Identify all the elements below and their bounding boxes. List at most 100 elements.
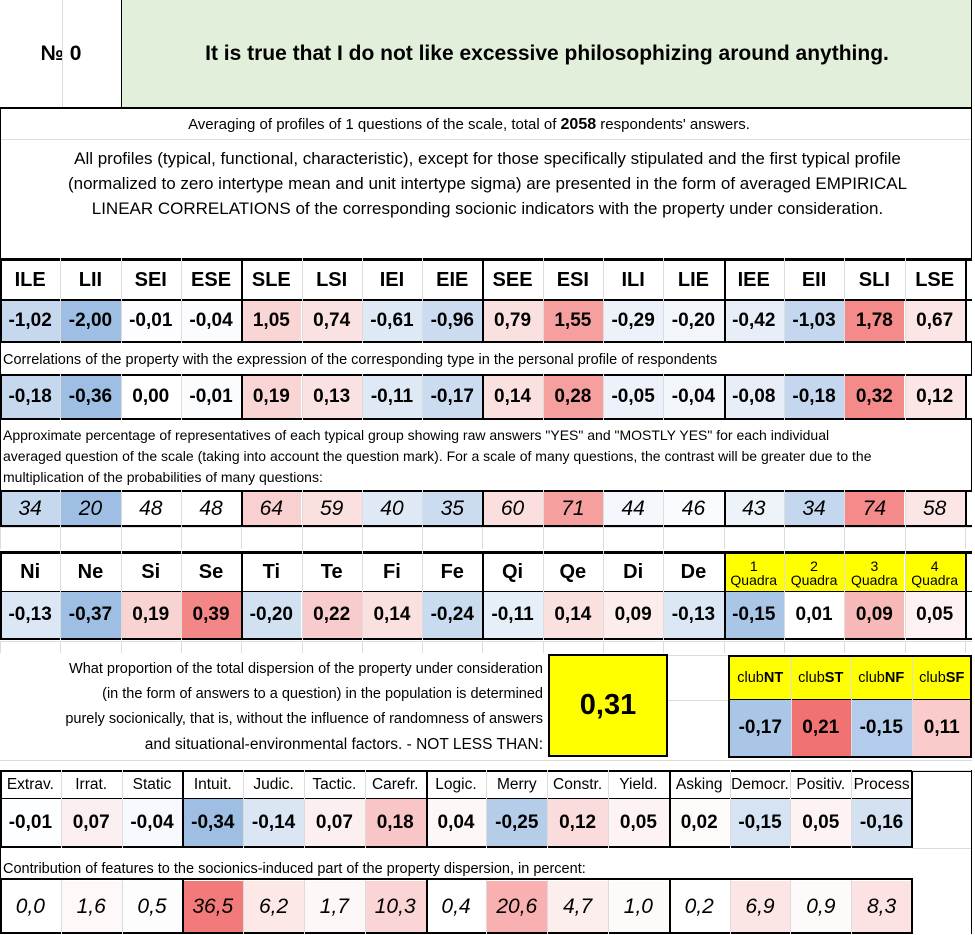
quadra-number: 2	[810, 557, 818, 574]
club-prefix: club	[919, 670, 946, 686]
typical-profile-cell: -2,00	[60, 300, 121, 341]
typical-profile-cell: -1,03	[783, 300, 845, 341]
type-header: SEE	[492, 269, 533, 291]
contribution-cell: 1,6	[60, 881, 122, 933]
function-header: Ti	[262, 561, 281, 583]
dispersion-note: What proportion of the total dispersion …	[0, 657, 543, 757]
dispersion-value-text: 0,31	[579, 689, 637, 721]
correlation-cell: -0,01	[180, 376, 242, 418]
percentage-cell: 60	[482, 491, 543, 526]
function-value-cell: 0,14	[542, 592, 603, 638]
feature-value-cell: 0,05	[608, 799, 669, 847]
typical-profile-cell: -0,96	[422, 300, 483, 341]
profiles-note: All profiles (typical, functional, chara…	[0, 146, 975, 221]
typical-profile-cell: 0,79	[482, 300, 543, 341]
function-header: Te	[320, 561, 343, 583]
type-header: SLE	[251, 269, 291, 291]
correlation-cell: 0,13	[301, 376, 362, 418]
function-header: Ni	[20, 561, 41, 583]
type-header: SEI	[134, 269, 167, 291]
quadra-word: Quadra	[850, 571, 898, 588]
feature-value-cell: 0,07	[304, 799, 365, 847]
correlation-cell: 0,14	[482, 376, 543, 418]
feature-value-cell: 0,04	[425, 799, 487, 847]
type-header: ILE	[14, 269, 46, 291]
percentage-cell: 71	[542, 491, 603, 526]
correlation-cell: -0,05	[603, 376, 664, 418]
quadra-number: 1	[749, 557, 758, 574]
club-value-cell: -0,17	[730, 700, 791, 756]
feature-header: Intuit.	[193, 776, 232, 793]
typical-profile-cell: -0,29	[603, 300, 664, 341]
typical-profile-cell: -0,01	[120, 300, 181, 341]
typical-profile-cell: 1,55	[542, 300, 603, 341]
club-prefix: club	[737, 670, 764, 686]
percentage-cell: 35	[422, 491, 483, 526]
correlation-cell: -0,04	[663, 376, 724, 418]
quadra-number: 3	[870, 557, 879, 574]
feature-header: Positiv.	[796, 776, 846, 793]
feature-header: Asking	[675, 776, 723, 793]
club-value-cell: -0,15	[851, 700, 912, 756]
function-header: Di	[623, 561, 644, 583]
question-number-label: № 0	[40, 42, 82, 65]
percentage-cell: 48	[180, 491, 242, 526]
feature-header: Tactic.	[312, 776, 357, 793]
function-value-cell: -0,13	[663, 592, 724, 638]
type-header: LSI	[316, 269, 348, 291]
correlation-cell: 0,00	[120, 376, 181, 418]
function-header: Fi	[383, 561, 401, 583]
averaging-text-post: respondents' answers.	[596, 116, 750, 133]
club-name: NF	[884, 670, 905, 686]
type-header: ESE	[191, 269, 232, 291]
percentage-cell: 43	[723, 491, 784, 526]
feature-value-cell: -0,14	[243, 799, 304, 847]
feature-header: Constr.	[553, 776, 603, 793]
feature-header: Process	[853, 776, 910, 793]
quadra-header: 3 Quadra	[844, 554, 905, 591]
feature-header: Judic.	[253, 776, 294, 793]
feature-header: Merry	[496, 776, 537, 793]
function-value-cell: -0,24	[422, 592, 483, 638]
contribution-cell: 0,4	[425, 881, 487, 933]
averaging-line: Averaging of profiles of 1 questions of …	[0, 112, 938, 138]
percentage-note-line3: multiplication of the probabilities of m…	[3, 469, 323, 485]
percentage-cell: 44	[603, 491, 664, 526]
dispersion-line3: purely socionically, that is, without th…	[65, 711, 543, 727]
function-header: Qi	[501, 561, 524, 583]
type-header: IEE	[737, 269, 770, 291]
type-header: ESI	[556, 269, 589, 291]
percentage-cell: 74	[844, 491, 905, 526]
typical-profile-cell: -0,20	[663, 300, 724, 341]
quadra-value-cell: 0,01	[783, 592, 845, 638]
club-name: ST	[824, 670, 844, 686]
feature-header: Democr.	[731, 776, 789, 793]
type-header: IEI	[379, 269, 405, 291]
percentage-cell: 59	[301, 491, 362, 526]
type-header: EIE	[436, 269, 469, 291]
feature-header: Static	[132, 776, 172, 793]
contribution-cell: 20,6	[486, 881, 548, 933]
correlation-cell: -0,36	[60, 376, 121, 418]
feature-header: Irrat.	[75, 776, 108, 793]
function-value-cell: -0,13	[0, 592, 61, 638]
contribution-cell: 36,5	[182, 881, 244, 933]
typical-profile-cell: -0,61	[361, 300, 423, 341]
feature-value-cell: 0,18	[364, 799, 426, 847]
dispersion-line2: (in the form of answers to a question) i…	[102, 686, 543, 702]
type-header: EII	[801, 269, 827, 291]
feature-header: Extrav.	[6, 776, 54, 793]
feature-header: Carefr.	[371, 776, 419, 793]
type-header: SLI	[858, 269, 890, 291]
averaging-text-pre: Averaging of profiles of 1 questions of …	[188, 116, 561, 133]
quadra-header: 1 Quadra	[723, 554, 784, 591]
contribution-cell: 10,3	[364, 881, 426, 933]
function-header: De	[680, 561, 707, 583]
profiles-note-line1: All profiles (typical, functional, chara…	[74, 149, 901, 168]
percentage-cell: 40	[361, 491, 423, 526]
contribution-note: Contribution of features to the socionic…	[3, 861, 586, 877]
contribution-cell: 8,3	[851, 881, 912, 933]
percentage-cell: 34	[0, 491, 61, 526]
club-header: club ST	[790, 657, 851, 699]
percentage-note-line1: Approximate percentage of representative…	[3, 427, 830, 443]
